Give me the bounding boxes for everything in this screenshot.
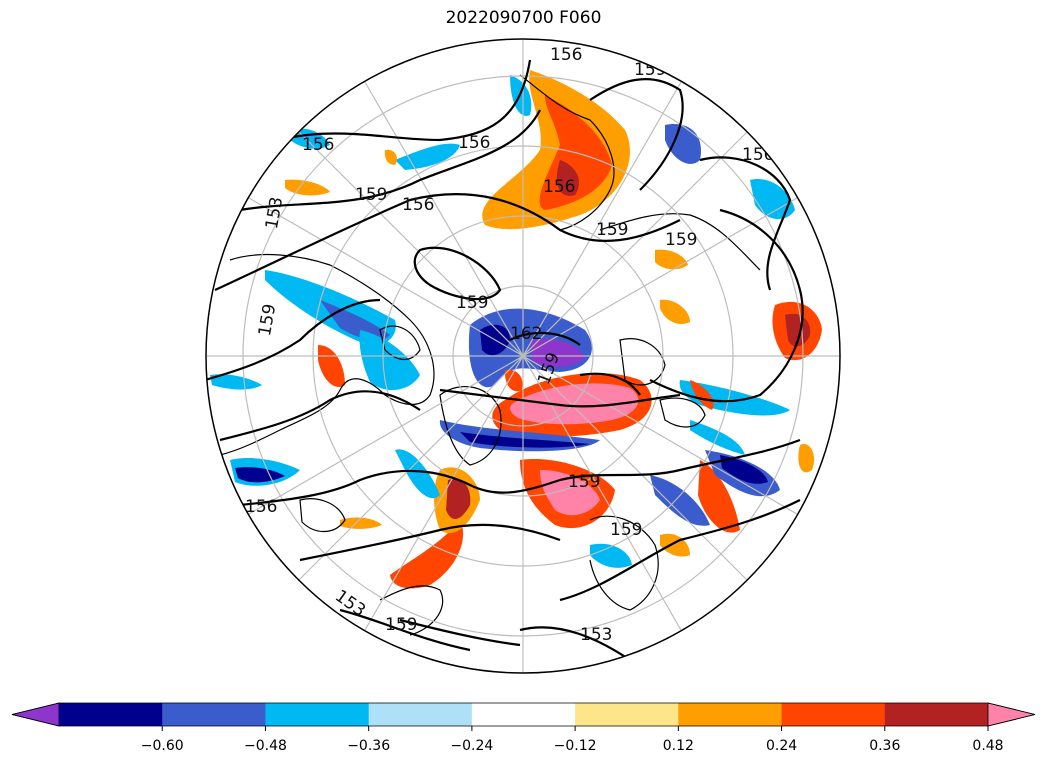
colorbar-tick-label: 0.36 xyxy=(869,738,900,754)
colorbar-outline xyxy=(11,702,1036,727)
colorbar-swatch xyxy=(884,703,989,726)
colorbar-swatches xyxy=(11,702,1036,727)
coastlines xyxy=(219,74,761,636)
contour-label: 159 xyxy=(456,293,488,313)
colorbar-swatch xyxy=(781,703,886,726)
colorbar-swatch xyxy=(678,703,783,726)
colorbar-tick-label: −0.24 xyxy=(450,738,493,754)
colorbar-tick-label: −0.60 xyxy=(141,738,184,754)
colorbar-swatch xyxy=(162,703,266,726)
colorbar-tick-label: 0.24 xyxy=(766,738,797,754)
colorbar-swatch xyxy=(575,703,679,726)
map-title: 2022090700 F060 xyxy=(445,8,602,28)
colorbar-tick-label: 0.48 xyxy=(972,738,1003,754)
colorbar-tick-label: −0.36 xyxy=(347,738,390,754)
contour-label: 156 xyxy=(550,45,582,65)
contour-label: 159 xyxy=(568,472,600,492)
colorbar-ticks: −0.60 −0.48 −0.36 −0.24 −0.12 0.12 0.24 0.36 0.4… xyxy=(141,726,1004,754)
contour-label: 159 xyxy=(634,60,666,80)
colorbar-swatch xyxy=(59,703,163,726)
contour-label: 159 xyxy=(610,520,642,540)
contour-labels: 156 159 156 156 159 153 156 159 156 159 … xyxy=(245,45,774,645)
contour-label: 159 xyxy=(596,220,628,240)
colorbar-tick-label: −0.12 xyxy=(554,738,597,754)
contour-label: 156 xyxy=(458,133,490,153)
contour-label: 159 xyxy=(665,230,697,250)
contour-label: 156 xyxy=(302,135,334,155)
contour-label: 153 xyxy=(262,195,287,230)
map-boundary xyxy=(205,38,841,674)
contour-label: 156 xyxy=(245,497,277,517)
colorbar-swatch xyxy=(265,703,370,726)
polar-stereographic-map: 156 159 156 156 159 153 156 159 156 159 … xyxy=(205,38,841,674)
colorbar-extend-low xyxy=(11,702,60,727)
colorbar-swatch xyxy=(471,703,576,726)
contour-label: 156 xyxy=(742,145,774,165)
colorbar-extend-high xyxy=(987,702,1036,727)
contour-label: 159 xyxy=(255,302,280,337)
graticule xyxy=(206,39,840,673)
height-contours xyxy=(206,59,804,661)
contour-label: 156 xyxy=(543,177,575,197)
contour-label: 153 xyxy=(580,625,612,645)
colorbar-tick-label: 0.12 xyxy=(663,738,694,754)
contour-label: 159 xyxy=(385,615,417,635)
colorbar-swatch xyxy=(368,703,473,726)
colorbar-tick-label: −0.48 xyxy=(244,738,287,754)
contour-label: 162 xyxy=(510,324,542,344)
contour-label: 159 xyxy=(355,185,387,205)
contour-label: 156 xyxy=(402,195,434,215)
